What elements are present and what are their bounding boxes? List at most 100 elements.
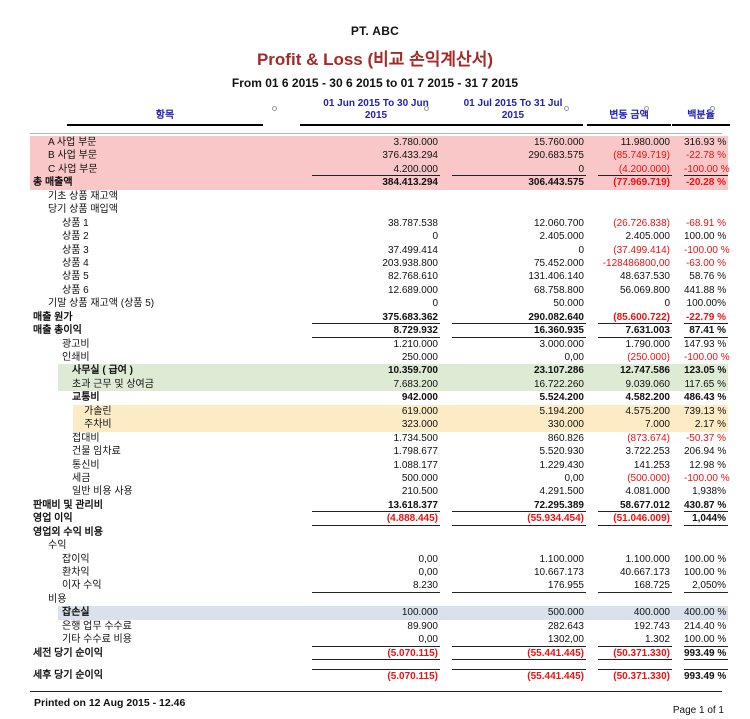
row-label: 상품 2: [62, 231, 89, 243]
cell-change: 192.743: [633, 620, 670, 632]
cell-period1: 384.413.294: [382, 177, 438, 189]
cell-percent: [684, 190, 728, 203]
table-row: 영업 이익 (4.888.445) (55.934.454) (51.046.009)…: [30, 512, 728, 526]
cell-percent: -100.00 %: [684, 244, 730, 256]
cell-period2: 0,00: [564, 352, 584, 363]
table-row: 상품 5 82.768.610 131.406.140 48.637.530 58.76…: [30, 270, 728, 283]
cell-period2: (55.441.445): [452, 647, 586, 661]
cell-period2: 330.000: [547, 419, 584, 431]
report-period: From 01 6 2015 - 30 6 2015 to 01 7 2015 …: [231, 76, 519, 90]
cell-percent: 12.98 %: [689, 459, 726, 471]
table-row: 매출 총이익 8.729.932 16.360.935 7.631.003 87.41 …: [30, 324, 728, 338]
cell-percent: 739.13 %: [684, 405, 727, 417]
cell-period1: 1.798.677: [393, 446, 439, 458]
cell-change: (873.674): [627, 432, 670, 444]
cell-period2: 290.683.575: [528, 150, 584, 162]
cell-period1: (5.070.115): [312, 669, 440, 682]
cell-percent: 486.43 %: [684, 392, 727, 404]
cell-period2: 12.060.700: [533, 217, 584, 229]
cell-period2: 50.000: [553, 298, 584, 310]
cell-change: 40.667.173: [619, 567, 670, 578]
cell-change: 4.575.200: [625, 405, 671, 417]
cell-change: [598, 539, 672, 552]
cell-percent: 214.40 %: [684, 620, 727, 632]
cell-change: 141.253: [633, 459, 670, 471]
cell-period2: 1.229.430: [539, 459, 585, 471]
cell-percent: 58.76 %: [689, 271, 726, 283]
row-label: 기말 상품 재고액 (상품 5): [48, 298, 155, 310]
cell-period2: [452, 203, 586, 216]
cell-period1: 210.500: [401, 486, 438, 498]
table-row: 비용: [30, 593, 728, 606]
column-header-change: 변동 금액: [586, 110, 672, 126]
cell-period1: 1.088.177: [393, 459, 439, 471]
table-row: 매출 원가 375.683.362 290.082.640 (85.600.722) -…: [30, 311, 728, 325]
cell-period1: 38.787.538: [387, 217, 438, 229]
cell-percent: -63.00 %: [685, 257, 726, 269]
row-label: 세전 당기 순이익: [33, 647, 103, 659]
cell-change: 2.405.000: [625, 231, 671, 243]
cell-period2: 500.000: [547, 607, 584, 619]
cell-change: (51.046.009): [598, 512, 672, 526]
cell-period1: 4.200.000: [312, 163, 440, 177]
cell-period2: 3.000.000: [539, 338, 585, 350]
table-row: 당기 상품 매입액: [30, 203, 728, 216]
cell-period2: [452, 593, 586, 606]
row-label: 건물 임차료: [72, 446, 121, 458]
report-bottom-rule: [30, 691, 722, 692]
printed-timestamp: Printed on 12 Aug 2015 - 12.46: [34, 697, 186, 709]
cell-change: (500.000): [627, 472, 670, 484]
column-divider-dot: [710, 106, 715, 111]
cell-period1: 250.000: [401, 352, 438, 363]
table-row: C 사업 부문 4.200.000 0 (4.200.000) -100.00 %: [30, 162, 730, 177]
table-row: 주차비 323.000 330.000 7.000 2.17 %: [30, 418, 728, 432]
table-row: 사무실 ( 급여 ) 10.359.700 23.107.286 12.747.586…: [30, 364, 728, 378]
cell-period2: 0: [452, 163, 586, 177]
cell-percent: -100.00 %: [684, 163, 730, 177]
table-row: 초과 근무 및 상여금 7.683.200 16.722.260 9.039.060 1…: [30, 377, 728, 392]
cell-percent: 400.00 %: [684, 607, 727, 619]
column-divider-dot: [272, 106, 277, 111]
cell-percent: 87.41 %: [684, 324, 728, 338]
cell-change: (37.499.414): [613, 244, 670, 256]
cell-change: (77.969.719): [613, 177, 670, 189]
cell-period2: 23.107.286: [533, 365, 584, 377]
spacer-row: [30, 660, 728, 669]
cell-change: 3.722.253: [625, 446, 671, 458]
cell-change: (26.726.838): [613, 217, 670, 229]
cell-period1: 8.230: [312, 579, 440, 593]
table-row: 상품 6 12.689.000 68.758.800 56.069.800 441.88…: [30, 284, 728, 297]
table-row: 잡손실 100.000 500.000 400.000 400.00 %: [30, 606, 728, 620]
table-row: 판매비 및 관리비 13.618.377 72.295.389 58.677.012 4…: [30, 499, 728, 513]
row-label: 매출 원가: [33, 311, 73, 323]
row-label: 잡이익: [62, 553, 90, 565]
cell-change: 58.677.012: [598, 499, 672, 513]
cell-period1: 0: [432, 298, 438, 310]
cell-change: 400.000: [633, 607, 670, 619]
column-divider-dot: [644, 106, 649, 111]
cell-period1: 89.900: [407, 620, 438, 632]
cell-period2: 16.360.935: [452, 324, 586, 338]
column-header-percent: 백분율: [672, 110, 730, 126]
table-row: 세전 당기 순이익 (5.070.115) (55.441.445) (50.371.…: [30, 647, 728, 661]
row-label: 잡손실: [62, 607, 90, 619]
row-label: B 사업 부문: [48, 150, 98, 162]
cell-change: 168.725: [598, 579, 672, 593]
row-label: 인쇄비: [62, 352, 90, 363]
row-label: 이자 수익: [62, 580, 102, 592]
cell-period2: 860.826: [547, 432, 584, 444]
cell-change: [598, 203, 672, 216]
cell-change: [598, 526, 672, 539]
cell-period1: 3.780.000: [393, 137, 439, 148]
cell-percent: [684, 593, 728, 606]
table-row: 일반 비용 사용 210.500 4.291.500 4.081.000 1,938%: [30, 485, 728, 498]
cell-period1: 8.729.932: [312, 324, 440, 338]
cell-period2: 5.194.200: [539, 405, 585, 417]
cell-period1: (5.070.115): [312, 647, 440, 661]
row-label: 매출 총이익: [33, 325, 82, 337]
cell-period2: [452, 539, 586, 552]
report-table-body: A 사업 부문 3.780.000 15.760.000 11.980.000 316.…: [30, 136, 730, 683]
cell-period1: 0: [432, 231, 438, 243]
cell-period2: 72.295.389: [452, 499, 586, 513]
cell-period1: 1.210.000: [393, 338, 439, 350]
